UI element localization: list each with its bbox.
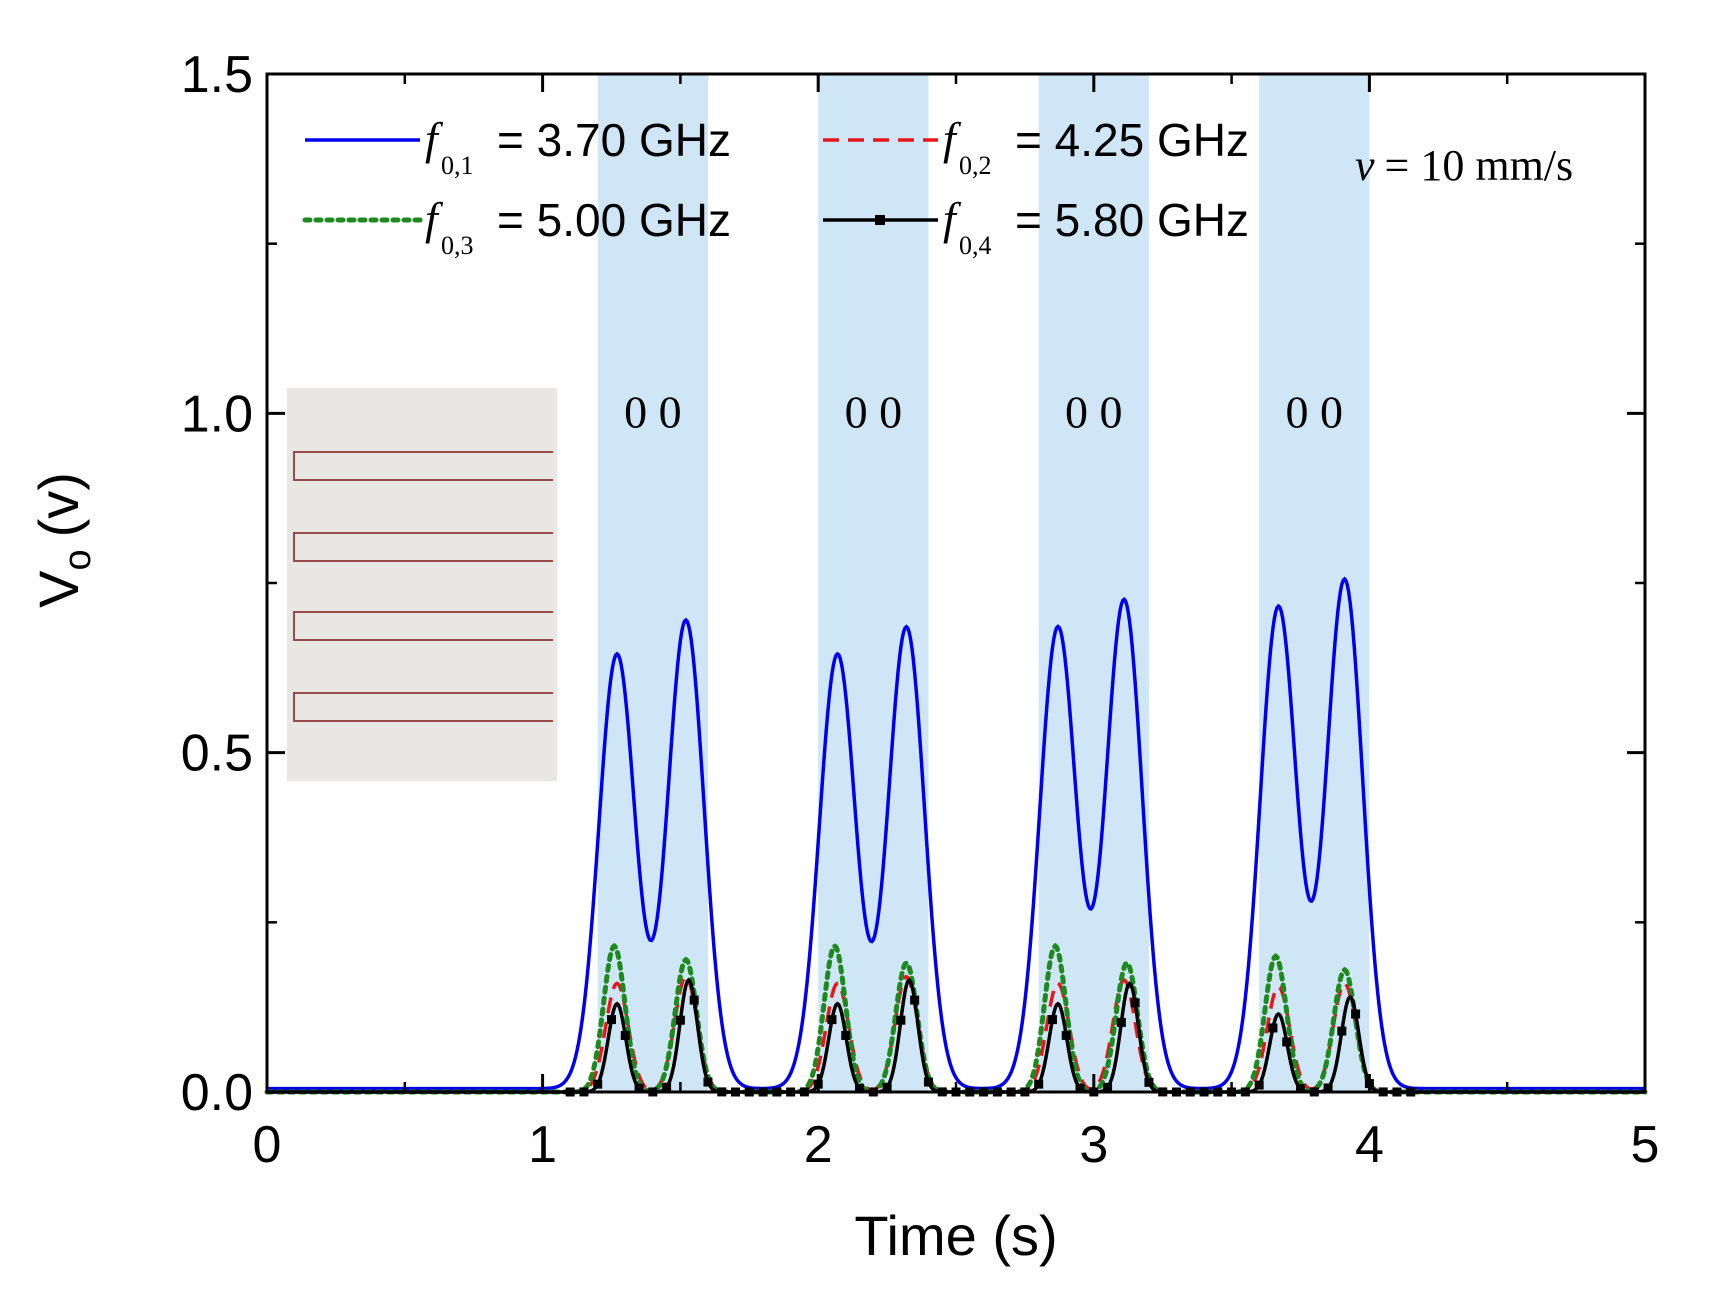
series-4-marker-57	[1337, 1026, 1347, 1036]
legend-subscript-3: 0,3	[441, 231, 474, 260]
y-tick-label-0.5: 0.5	[181, 725, 253, 783]
x-tick-label-4: 4	[1355, 1116, 1384, 1174]
series-4-marker-25	[896, 1015, 906, 1025]
series-4-marker-26	[910, 995, 920, 1005]
inset-strip-4	[293, 692, 553, 722]
shaded-region-1	[597, 74, 708, 1092]
series-4-marker-9	[675, 1015, 685, 1025]
series-4-marker-22	[855, 1083, 865, 1093]
series-4-marker-38	[1075, 1083, 1085, 1093]
x-tick-label-2: 2	[804, 1116, 833, 1174]
y-axis-title-unit: (v)	[27, 472, 90, 537]
series-4-marker-51	[1254, 1080, 1264, 1090]
legend-label-2: = 4.25 GHz	[1015, 114, 1249, 166]
series-4-marker-35	[1034, 1079, 1044, 1089]
velocity-symbol: v	[1355, 141, 1375, 190]
x-tick-label-1: 1	[528, 1116, 557, 1174]
inset-strip-2	[293, 532, 553, 562]
legend-subscript-2: 0,2	[959, 151, 992, 180]
shaded-region-4	[1259, 74, 1370, 1092]
legend-subscript-4: 0,4	[959, 231, 992, 260]
series-4-marker-43	[1144, 1077, 1154, 1087]
y-axis-title-sub: o	[57, 549, 99, 570]
series-4-marker-52	[1268, 1023, 1278, 1033]
x-tick-label-3: 3	[1079, 1116, 1108, 1174]
legend-marker-4	[875, 215, 885, 225]
series-4-marker-36	[1047, 1015, 1057, 1025]
inset-strip-3	[293, 611, 553, 641]
series-4-marker-58	[1351, 1009, 1361, 1019]
y-tick-label-0.0: 0.0	[181, 1064, 253, 1122]
legend-subscript-1: 0,1	[441, 151, 474, 180]
series-4-marker-20	[827, 1015, 837, 1025]
series-4-marker-4	[607, 1015, 616, 1025]
y-axis-title: Vo (v)	[27, 472, 99, 608]
series-4-marker-56	[1323, 1083, 1333, 1093]
series-line-1	[267, 576, 1645, 1091]
x-axis-title: Time (s)	[854, 1204, 1057, 1267]
series-4-marker-21	[841, 1030, 851, 1040]
labels: Time (s) Vo (v) 0 0 0 0 0 0 0 0 v = 10 mm/s	[27, 141, 1573, 1267]
legend-label-4: = 5.80 GHz	[1015, 194, 1249, 246]
inset-strip-1	[293, 451, 553, 481]
series-4-marker-24	[882, 1082, 892, 1092]
series-4-marker-40	[1103, 1082, 1113, 1092]
series-4-marker-6	[634, 1083, 644, 1093]
series-4-marker-10	[689, 995, 699, 1005]
velocity-value: = 10 mm/s	[1385, 141, 1574, 190]
x-tick-label-0: 0	[253, 1116, 282, 1174]
inset-photo-background	[287, 388, 557, 781]
x-tick-label-5: 5	[1631, 1116, 1660, 1174]
legend-label-1: = 3.70 GHz	[497, 114, 731, 166]
legend-label-3: = 5.00 GHz	[497, 194, 731, 246]
y-tick-label-1.5: 1.5	[181, 46, 253, 104]
bit-label-4: 0 0	[1286, 386, 1344, 437]
y-tick-label-1.0: 1.0	[181, 385, 253, 443]
series-4-marker-3	[593, 1079, 603, 1089]
y-axis-title-main: V	[27, 570, 90, 608]
axes: 0 1 2 3 4 5 0.0 0.5 1.0 1.5	[181, 46, 1660, 1174]
velocity-annotation: v = 10 mm/s	[1355, 141, 1573, 190]
shaded-region-3	[1038, 74, 1149, 1092]
series-4-marker-42	[1130, 998, 1140, 1008]
series-4-marker-53	[1282, 1037, 1292, 1047]
bit-label-3: 0 0	[1065, 386, 1123, 437]
bit-label-1: 0 0	[624, 386, 682, 437]
bit-label-2: 0 0	[845, 386, 903, 437]
series-4-marker-8	[662, 1082, 672, 1092]
inset-resonator-strips	[293, 451, 553, 722]
series-4-marker-11	[703, 1077, 713, 1087]
shaded-regions	[597, 74, 1370, 1092]
inset-photo	[287, 388, 557, 781]
series-4-marker-27	[923, 1077, 933, 1087]
series-4-marker-41	[1116, 1017, 1126, 1027]
series-4-marker-54	[1296, 1084, 1305, 1094]
shaded-region-2	[818, 74, 929, 1092]
series-4-marker-5	[620, 1030, 630, 1040]
series-4-marker-37	[1061, 1030, 1071, 1040]
